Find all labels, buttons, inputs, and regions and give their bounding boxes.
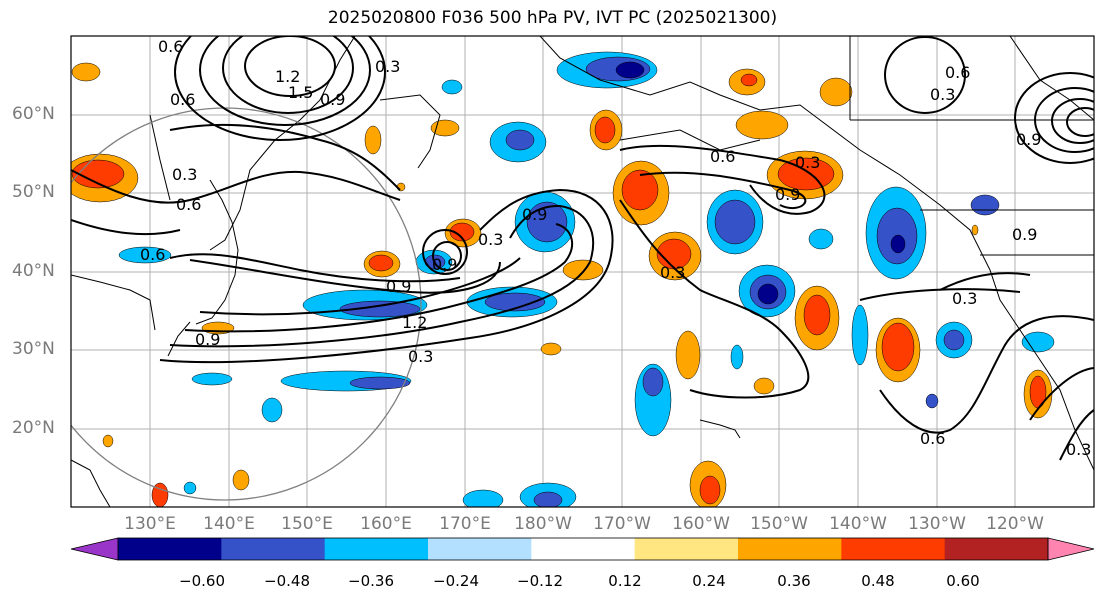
lon-label: 130°W [908, 514, 966, 534]
lon-label: 120°W [986, 514, 1044, 534]
contour-label: 0.3 [172, 165, 197, 184]
colorbar-border [117, 537, 1049, 561]
colorbar-tick-label: 0.36 [777, 572, 811, 590]
lon-label: 160°E [360, 514, 412, 534]
contour-label: 0.3 [375, 57, 400, 76]
lon-label: 150°W [750, 514, 808, 534]
contour-label: 0.9 [1016, 130, 1041, 149]
contour-label: 0.6 [710, 147, 735, 166]
contour-label: 1.2 [402, 313, 427, 332]
colorbar-tick-label: 0.24 [692, 572, 726, 590]
contour-label: 0.6 [140, 245, 165, 264]
contour-label: 0.6 [158, 37, 183, 56]
contour-label: 1.5 [288, 83, 313, 102]
lon-label: 170°W [593, 514, 651, 534]
lon-label: 140°E [203, 514, 255, 534]
lon-label: 160°W [672, 514, 730, 534]
lon-label: 170°E [439, 514, 491, 534]
colorbar-segment [428, 538, 532, 560]
contour-label: 0.6 [176, 195, 201, 214]
contour-label: 0.9 [1012, 225, 1037, 244]
colorbar-extend-low [70, 537, 119, 561]
colorbar [70, 537, 1095, 561]
contour-label: 1.2 [275, 67, 300, 86]
colorbar-segment [944, 538, 1049, 560]
contour-label: 0.6 [920, 429, 945, 448]
lat-label: 50°N [12, 182, 55, 202]
contour-label: 0.3 [660, 263, 685, 282]
colorbar-tick-label: 0.48 [861, 572, 895, 590]
contour-label: 0.3 [408, 347, 433, 366]
colorbar-extend-high [1047, 537, 1095, 561]
map-title: 2025020800 F036 500 hPa PV, IVT PC (2025… [327, 8, 778, 28]
lon-label: 140°W [829, 514, 887, 534]
contour-label: 0.3 [478, 230, 503, 249]
contour-label: 0.6 [170, 90, 195, 109]
contour-label: 0.3 [930, 85, 955, 104]
lon-label: 130°E [124, 514, 176, 534]
ivt-contours [71, 36, 1094, 461]
colorbar-segment [324, 538, 429, 560]
contour-label: 0.9 [432, 255, 457, 274]
lat-label: 30°N [12, 339, 55, 359]
colorbar-tick-label: −0.12 [517, 572, 563, 590]
colorbar-segment [531, 538, 636, 560]
colorbar-tick-label: −0.36 [348, 572, 394, 590]
contour-label: 0.3 [795, 153, 820, 172]
contour-label: 0.9 [195, 330, 220, 349]
contour-label: 0.6 [945, 63, 970, 82]
colorbar-tick-label: −0.24 [433, 572, 479, 590]
contour-label: 0.9 [320, 90, 345, 109]
contour-label: 0.9 [522, 205, 547, 224]
colorbar-segment [634, 538, 739, 560]
colorbar-segment [118, 538, 222, 560]
lon-label: 150°E [281, 514, 333, 534]
colorbar-segment [221, 538, 326, 560]
contour-label: 0.9 [775, 185, 800, 204]
colorbar-tick-label: −0.48 [264, 572, 310, 590]
colorbar-segment [738, 538, 842, 560]
negative-anomalies [118, 51, 1055, 507]
lon-label: 180°W [514, 514, 572, 534]
positive-anomalies [71, 62, 1053, 507]
colorbar-tick-label: 0.12 [608, 572, 642, 590]
colorbar-segment [841, 538, 946, 560]
contour-label: 0.3 [952, 289, 977, 308]
colorbar-tick-label: −0.60 [179, 572, 225, 590]
lat-label: 40°N [12, 261, 55, 281]
contour-label: 0.9 [386, 277, 411, 296]
contour-labels: 0.6 1.2 1.5 0.6 0.9 0.3 0.6 0.9 0.3 0.6 … [140, 37, 1091, 459]
lat-label: 20°N [12, 418, 55, 438]
colorbar-tick-label: 0.60 [946, 572, 980, 590]
contour-label: 0.3 [1066, 440, 1091, 459]
map-frame [70, 35, 1095, 508]
lat-label: 60°N [12, 104, 55, 124]
